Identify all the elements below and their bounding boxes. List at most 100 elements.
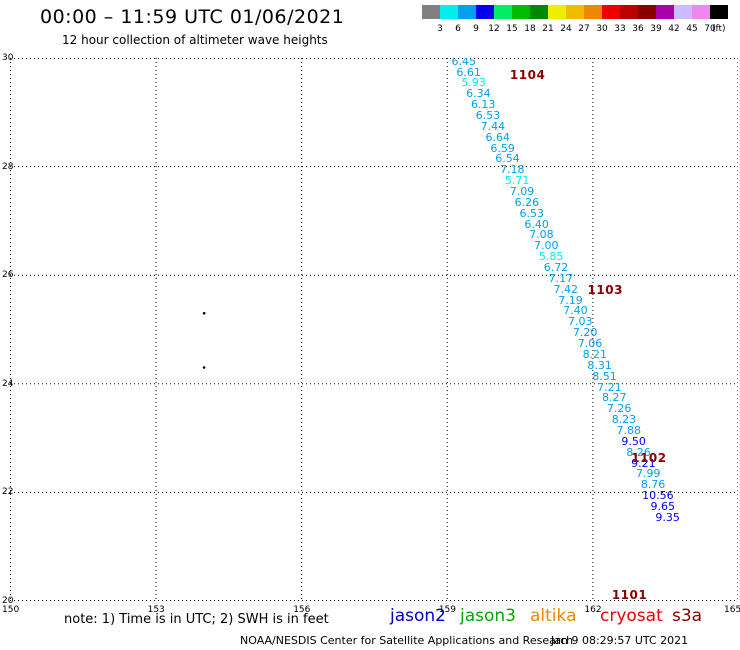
legend-label: 18 [524, 24, 536, 34]
legend-swatch [584, 5, 602, 19]
swh-value: 9.35 [655, 510, 680, 524]
swh-value: 9.21 [631, 456, 656, 470]
legend-label: 12 [488, 24, 500, 34]
satellite-cryosat: cryosat [600, 606, 663, 626]
swh-value: 8.26 [626, 445, 651, 459]
swh-value: 8.51 [592, 369, 617, 383]
legend-swatch [422, 5, 440, 19]
legend-swatch [512, 5, 530, 19]
swh-value: 7.03 [568, 315, 593, 329]
satellite-jason3: jason3 [460, 606, 516, 626]
lon-tick-label: 156 [293, 605, 311, 615]
swh-value: 7.06 [577, 337, 603, 351]
pass-label: 1102 [631, 451, 667, 466]
swh-value: 7.21 [597, 380, 622, 394]
legend-label: 39 [650, 24, 662, 34]
swh-value: 6.72 [543, 261, 569, 275]
lat-tick-label: 24 [2, 378, 14, 389]
swh-value: 7.17 [548, 271, 574, 285]
legend-swatch [548, 5, 566, 19]
map-subtitle: 12 hour collection of altimeter wave hei… [62, 33, 328, 47]
legend-label: 70 [704, 24, 716, 34]
swh-value: 7.20 [572, 326, 598, 340]
legend-swatch [620, 5, 638, 19]
island-dot [202, 366, 206, 369]
swh-value: 6.59 [490, 141, 515, 155]
legend-swatch [476, 5, 494, 19]
island-dot [202, 311, 206, 315]
legend-swatch [530, 5, 548, 19]
legend-label: 15 [506, 24, 518, 34]
map-plot-area: 6.45 6.61 5.93 6.34 6.13 6.53 7.44 6.64 6.59 6.54… [10, 58, 738, 601]
swh-value: 10.56 [642, 489, 674, 503]
legend-swatch [494, 5, 512, 19]
swh-value: 6.64 [485, 130, 511, 144]
legend-label: 45 [686, 24, 698, 34]
legend-swatch [602, 5, 620, 19]
swh-value: 5.93 [461, 76, 486, 90]
satellite-s3a: s3a [672, 606, 703, 626]
legend-label: 3 [437, 24, 443, 34]
lon-tick-label: 150 [2, 605, 20, 615]
note-text: note: 1) Time is in UTC; 2) SWH is in fe… [64, 612, 329, 627]
legend-label: 21 [542, 24, 554, 34]
swh-value: 6.53 [475, 109, 501, 122]
satellite-altika: altika [530, 606, 577, 626]
legend-swatch [458, 5, 476, 19]
swh-value: 6.53 [519, 206, 544, 220]
legend-label: 33 [614, 24, 626, 34]
legend-label: 42 [668, 24, 680, 34]
swh-value: 6.45 [451, 58, 477, 68]
footer-timestamp: Jan 9 08:29:57 UTC 2021 [551, 634, 689, 647]
swh-value: 7.26 [606, 402, 632, 416]
swh-value: 9.50 [621, 434, 646, 448]
legend-swatch [710, 5, 728, 19]
pass-label: 1101 [611, 588, 648, 601]
legend-label: 36 [632, 24, 644, 34]
swh-value: 7.99 [635, 467, 661, 481]
legend-label: 6 [455, 24, 461, 34]
pass-label: 1103 [587, 282, 623, 297]
legend-swatch [656, 5, 674, 19]
swh-value: 7.18 [500, 163, 525, 177]
lon-tick-label: 165 [724, 605, 740, 615]
legend-swatch [692, 5, 710, 19]
footer-credit: NOAA/NESDIS Center for Satellite Applica… [240, 634, 574, 647]
legend-label: 24 [560, 24, 572, 34]
swh-value: 9.65 [650, 499, 676, 513]
legend-label: 27 [578, 24, 590, 34]
legend-unit: (ft) [712, 24, 726, 34]
swh-value: 7.08 [529, 228, 554, 242]
swh-value: 7.19 [558, 293, 583, 307]
swh-value: 6.26 [514, 195, 540, 209]
lon-tick-label: 153 [147, 605, 165, 615]
lon-tick-label: 162 [584, 605, 602, 615]
swh-value: 6.40 [524, 217, 549, 231]
legend-label: 30 [596, 24, 608, 34]
swh-value: 7.00 [534, 239, 559, 253]
lat-tick-label: 30 [2, 53, 14, 63]
swh-value: 8.76 [640, 478, 666, 492]
lat-tick-label: 28 [2, 161, 14, 172]
lat-tick-label: 22 [2, 487, 14, 498]
satellite-jason2: jason2 [390, 606, 446, 626]
swh-value: 5.71 [504, 174, 530, 188]
legend-swatch [638, 5, 656, 19]
legend-swatch [566, 5, 584, 19]
swh-value: 8.23 [611, 413, 637, 427]
legend-label: 9 [473, 24, 479, 34]
lon-tick-label: 159 [438, 605, 456, 615]
swh-value: 7.42 [553, 282, 578, 296]
swh-value: 8.31 [587, 358, 612, 372]
swh-value: 6.13 [470, 98, 496, 112]
pass-label: 1104 [509, 68, 546, 83]
swh-value: 5.85 [538, 250, 564, 264]
legend-swatch [440, 5, 458, 19]
swh-value: 8.21 [582, 347, 608, 361]
swh-value: 8.27 [601, 391, 627, 405]
swh-value: 7.40 [563, 304, 588, 318]
swh-value: 7.88 [616, 423, 642, 437]
swh-value: 6.34 [466, 87, 491, 101]
swh-value: 6.54 [495, 152, 520, 166]
map-title: 00:00 – 11:59 UTC 01/06/2021 [40, 6, 345, 28]
